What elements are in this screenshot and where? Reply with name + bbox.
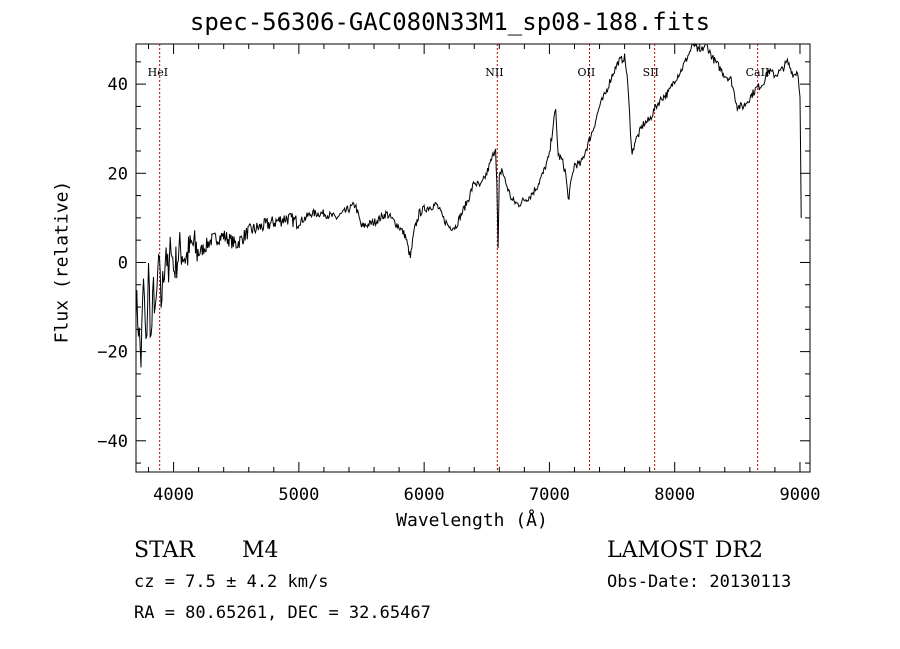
y-tick-label: 0	[118, 253, 128, 273]
chart-title: spec-56306-GAC080N33M1_sp08-188.fits	[189, 8, 711, 36]
redshift-cz: cz = 7.5 ± 4.2 km/s	[134, 572, 329, 592]
object-class: STAR	[134, 538, 195, 563]
spectrum-line	[135, 42, 802, 368]
x-axis-label: Wavelength (Å)	[396, 510, 548, 531]
x-tick-label: 5000	[278, 485, 319, 505]
y-tick-label: 40	[108, 75, 128, 95]
object-subclass: M4	[242, 538, 279, 563]
y-tick-label: −40	[97, 432, 128, 452]
x-tick-label: 8000	[654, 485, 695, 505]
line-markers: HeI NII OII SII CaII	[148, 44, 770, 472]
sky-coordinates: RA = 80.65261, DEC = 32.65467	[134, 603, 431, 623]
observation-date: Obs-Date: 20130113	[607, 572, 792, 592]
spectral-line-label: HeI	[148, 66, 168, 79]
y-tick-label: −20	[97, 343, 128, 363]
y-tick-label: 20	[108, 164, 128, 184]
x-tick-label: 9000	[780, 485, 821, 505]
x-tick-label: 4000	[153, 485, 194, 505]
y-axis-label: Flux (relative)	[51, 180, 73, 344]
spectral-line-label: NII	[485, 66, 503, 79]
spectral-line-label: SII	[643, 66, 659, 79]
x-tick-label: 6000	[404, 485, 445, 505]
spectral-line-label: CaII	[746, 66, 770, 79]
survey-name: LAMOST DR2	[607, 538, 763, 563]
x-tick-label: 7000	[529, 485, 570, 505]
axis-ticks: 4000 5000 6000 7000 8000 9000 −40 −20 0 20 40	[97, 44, 820, 505]
spectral-line-label: OII	[578, 66, 596, 79]
plot-frame	[135, 43, 811, 473]
